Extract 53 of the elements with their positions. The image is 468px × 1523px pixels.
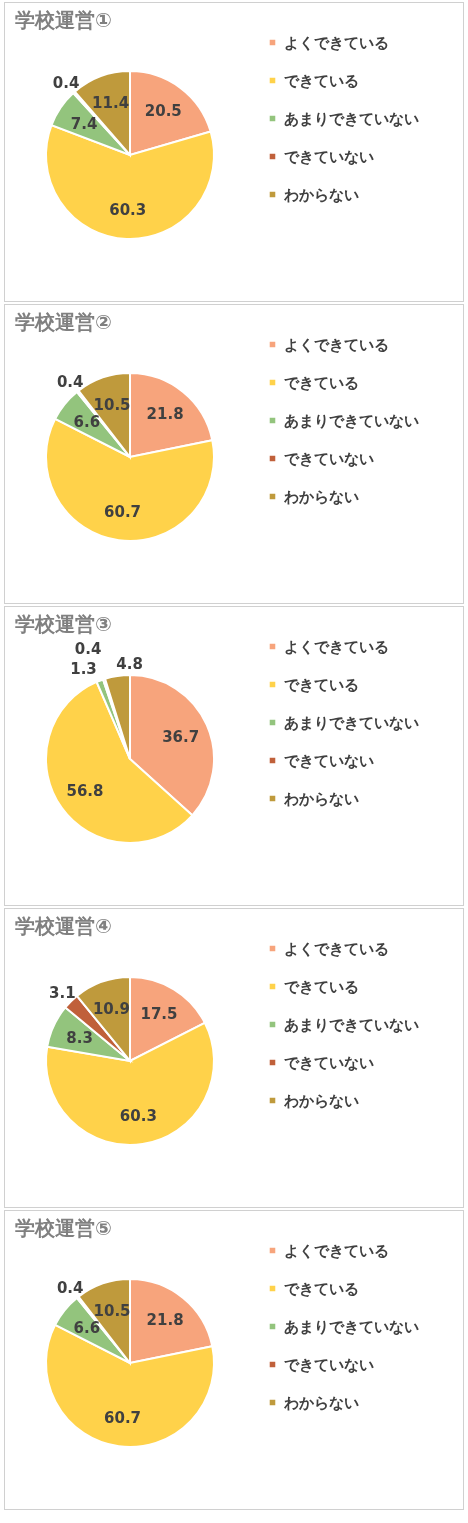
data-label: 10.9 — [92, 999, 130, 1018]
data-label: 56.8 — [66, 782, 104, 801]
legend-label: よくできている — [284, 1241, 389, 1260]
legend-label: あまりできていない — [284, 109, 419, 128]
legend-label: あまりできていない — [284, 713, 419, 732]
legend-label: わからない — [283, 1393, 359, 1412]
data-label: 60.7 — [104, 1408, 142, 1427]
data-label: 0.4 — [56, 372, 84, 391]
legend-label: できている — [284, 1279, 359, 1298]
data-label: 20.5 — [144, 101, 182, 120]
legend-label: わからない — [283, 1091, 359, 1110]
legend-label: できている — [284, 71, 359, 90]
data-label: 4.8 — [116, 655, 143, 674]
data-label: 21.8 — [146, 1311, 184, 1330]
legend-label: あまりできていない — [284, 1015, 419, 1034]
data-label: 1.3 — [70, 660, 97, 679]
data-label: 60.7 — [104, 502, 142, 521]
chart-title: 学校運営③ — [15, 612, 112, 636]
legend-label: できていない — [284, 449, 374, 468]
chart-title: 学校運営⑤ — [15, 1216, 112, 1240]
data-label: 3.1 — [49, 983, 76, 1002]
legend-label: あまりできていない — [284, 1317, 419, 1336]
data-label: 60.3 — [109, 201, 147, 220]
legend-label: わからない — [283, 487, 359, 506]
legend-label: あまりできていない — [284, 411, 419, 430]
data-label: 0.4 — [74, 639, 102, 658]
legend-label: よくできている — [284, 33, 389, 52]
data-label: 60.3 — [119, 1106, 157, 1125]
chart-title: 学校運営① — [15, 8, 112, 32]
data-label: 6.6 — [73, 413, 101, 432]
legend-label: できている — [284, 373, 359, 392]
data-label: 8.3 — [66, 1028, 93, 1047]
legend-label: できている — [284, 977, 359, 996]
legend-label: できていない — [284, 751, 374, 770]
chart-title: 学校運営④ — [15, 914, 112, 938]
legend-label: できている — [284, 675, 359, 694]
data-label: 7.4 — [70, 114, 98, 133]
legend-label: できていない — [284, 1053, 374, 1072]
legend-label: わからない — [283, 789, 359, 808]
chart-title: 学校運営② — [15, 310, 112, 334]
data-label: 6.6 — [73, 1319, 101, 1338]
legend-label: よくできている — [284, 637, 389, 656]
legend-label: よくできている — [284, 939, 389, 958]
data-label: 0.4 — [52, 74, 80, 93]
legend-label: わからない — [283, 185, 359, 204]
data-label: 36.7 — [162, 727, 200, 746]
data-label: 0.4 — [56, 1278, 84, 1297]
data-label: 21.8 — [146, 405, 184, 424]
data-label: 17.5 — [140, 1004, 178, 1023]
legend-label: できていない — [284, 1355, 374, 1374]
legend-label: できていない — [284, 147, 374, 166]
data-label: 11.4 — [92, 94, 130, 113]
legend-label: よくできている — [284, 335, 389, 354]
